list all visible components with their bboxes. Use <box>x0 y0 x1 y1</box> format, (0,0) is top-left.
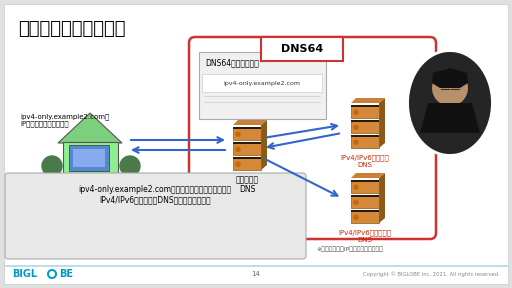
FancyBboxPatch shape <box>233 127 261 140</box>
FancyBboxPatch shape <box>351 120 379 133</box>
Text: 不具合回避する仕組み: 不具合回避する仕組み <box>18 20 125 38</box>
FancyBboxPatch shape <box>261 37 343 61</box>
Text: Copyright © BIGLOBE Inc. 2021. All rights reserved.: Copyright © BIGLOBE Inc. 2021. All right… <box>363 271 500 277</box>
FancyBboxPatch shape <box>351 105 379 118</box>
Polygon shape <box>351 173 385 178</box>
Text: BE: BE <box>59 269 73 279</box>
Text: IPv4/IPv6変換しない
DNS: IPv4/IPv6変換しない DNS <box>338 229 392 242</box>
Text: ipv4-only.example2.com: ipv4-only.example2.com <box>224 81 301 86</box>
Polygon shape <box>58 113 122 143</box>
FancyBboxPatch shape <box>233 157 261 170</box>
Polygon shape <box>261 120 267 170</box>
FancyBboxPatch shape <box>233 127 261 129</box>
Circle shape <box>236 147 240 151</box>
FancyBboxPatch shape <box>73 149 105 167</box>
Polygon shape <box>432 68 468 88</box>
Text: DNS64: DNS64 <box>281 44 323 54</box>
FancyBboxPatch shape <box>351 105 379 107</box>
FancyBboxPatch shape <box>233 142 261 144</box>
FancyBboxPatch shape <box>128 170 132 180</box>
Circle shape <box>354 200 358 204</box>
FancyBboxPatch shape <box>351 180 379 193</box>
Text: ※ドメイン名、IPアドレスは架空です: ※ドメイン名、IPアドレスは架空です <box>316 246 383 252</box>
Circle shape <box>47 269 57 279</box>
Text: DNS64対象外リスト: DNS64対象外リスト <box>205 58 259 67</box>
FancyBboxPatch shape <box>63 142 118 176</box>
Polygon shape <box>195 176 250 190</box>
Circle shape <box>354 215 358 219</box>
FancyBboxPatch shape <box>351 135 379 137</box>
FancyBboxPatch shape <box>50 170 54 180</box>
Circle shape <box>354 110 358 114</box>
FancyBboxPatch shape <box>4 4 508 284</box>
Circle shape <box>236 132 240 136</box>
FancyBboxPatch shape <box>351 135 379 148</box>
Circle shape <box>42 156 62 176</box>
FancyBboxPatch shape <box>351 210 379 212</box>
Polygon shape <box>420 103 480 133</box>
FancyBboxPatch shape <box>351 120 379 122</box>
Circle shape <box>354 185 358 189</box>
Text: ipv4-only.example2.comの
IPアドレスを問い合わせ: ipv4-only.example2.comの IPアドレスを問い合わせ <box>20 113 109 127</box>
FancyBboxPatch shape <box>351 210 379 223</box>
Ellipse shape <box>409 52 491 154</box>
Polygon shape <box>351 98 385 103</box>
FancyBboxPatch shape <box>233 157 261 159</box>
FancyBboxPatch shape <box>233 142 261 155</box>
Text: BIGL: BIGL <box>12 269 37 279</box>
Circle shape <box>432 70 468 106</box>
Circle shape <box>236 162 240 166</box>
Ellipse shape <box>408 50 493 156</box>
FancyBboxPatch shape <box>202 74 322 92</box>
FancyBboxPatch shape <box>351 195 379 197</box>
Circle shape <box>49 271 55 277</box>
Text: 14: 14 <box>251 271 261 277</box>
FancyBboxPatch shape <box>5 173 306 259</box>
Circle shape <box>354 125 358 129</box>
Polygon shape <box>379 98 385 148</box>
Circle shape <box>354 140 358 144</box>
Text: ipv4-only.example2.comは対象外のドメインだから、
IPv4/IPv6変換しないDNSに問い合わせよう: ipv4-only.example2.comは対象外のドメインだから、 IPv4… <box>78 185 231 204</box>
Text: IPv4/IPv6変換する
DNS: IPv4/IPv6変換する DNS <box>340 154 389 168</box>
Polygon shape <box>379 173 385 223</box>
Polygon shape <box>233 120 267 125</box>
FancyBboxPatch shape <box>189 37 436 239</box>
FancyBboxPatch shape <box>69 145 109 171</box>
FancyBboxPatch shape <box>351 195 379 208</box>
Circle shape <box>120 156 140 176</box>
FancyBboxPatch shape <box>199 52 326 119</box>
Text: 振り分け用
DNS: 振り分け用 DNS <box>236 175 259 194</box>
FancyBboxPatch shape <box>351 180 379 182</box>
